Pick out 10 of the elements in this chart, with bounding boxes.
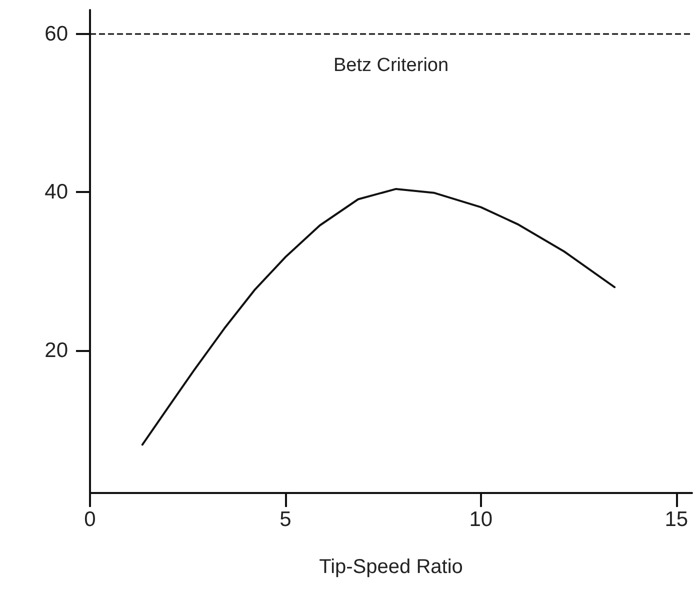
ref-line-label: Betz Criterion (333, 54, 449, 76)
x-tick-label: 10 (469, 508, 493, 531)
x-tick-label: 5 (280, 508, 292, 531)
y-tick-label: 40 (44, 180, 68, 204)
y-tick-label: 20 (44, 338, 68, 362)
x-axis-title: Tip-Speed Ratio (319, 556, 463, 578)
x-tick-label: 15 (664, 508, 688, 531)
x-tick-label: 0 (84, 508, 96, 531)
line-series (141, 188, 616, 446)
y-tick-label: 60 (44, 22, 68, 46)
